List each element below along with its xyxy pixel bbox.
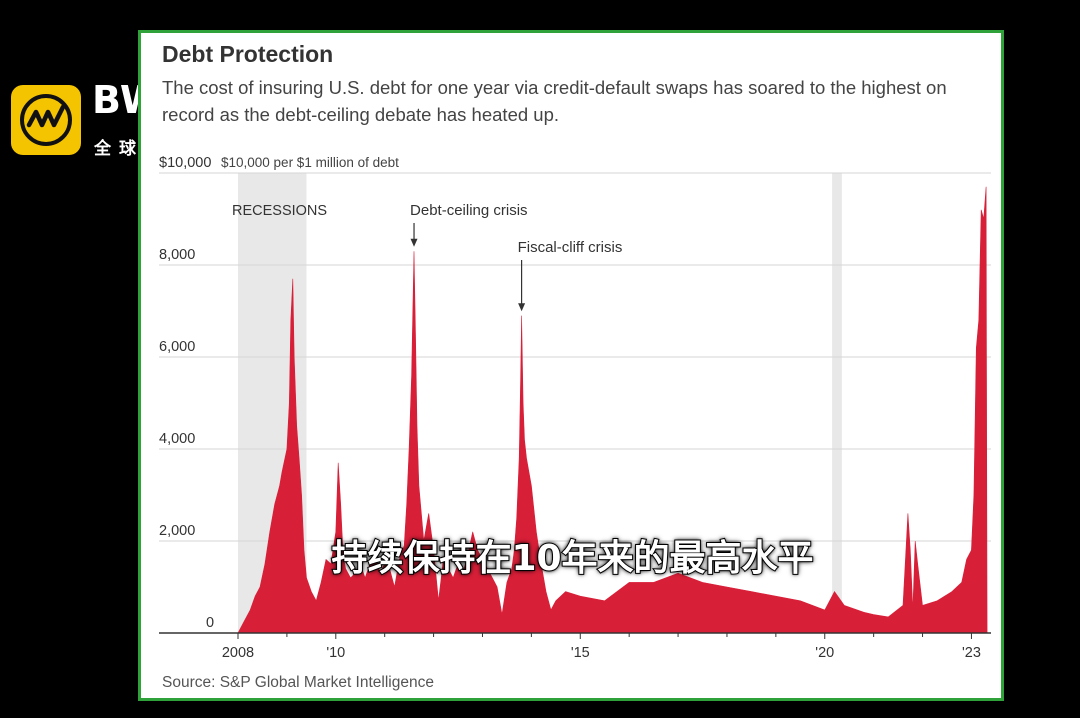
- annotation-arrow-head: [518, 303, 526, 312]
- chart-source: Source: S&P Global Market Intelligence: [162, 674, 434, 691]
- y-tick-label: 2,000: [159, 523, 195, 539]
- annotation-arrow-head: [410, 238, 418, 247]
- x-tick-label: 2008: [222, 645, 254, 661]
- y-tick-label: $10,000: [159, 155, 211, 171]
- chart-plot: RECESSIONS 0 2,000 4,000 6,000 8,000 $10,000 $1…: [159, 155, 991, 661]
- y-tick-label: 8,000: [159, 247, 195, 263]
- chart-subtitle: The cost of insuring U.S. debt for one y…: [162, 77, 947, 125]
- y-tick-label: 0: [206, 615, 214, 631]
- y-axis-label: $10,000 per $1 million of debt: [221, 155, 399, 170]
- chart-title: Debt Protection: [162, 41, 334, 67]
- series-area: [237, 186, 988, 634]
- x-tick-label: '23: [962, 645, 981, 661]
- recession-label: RECESSIONS: [232, 203, 327, 219]
- brand-logo: [11, 85, 81, 155]
- chart-panel: RECESSIONS 0 2,000 4,000 6,000 8,000 $10,000 $1…: [138, 30, 1004, 701]
- x-tick-label: '10: [326, 645, 345, 661]
- annotation-label: Debt-ceiling crisis: [410, 202, 528, 219]
- annotation-label: Fiscal-cliff crisis: [518, 239, 623, 256]
- recession-band: [832, 173, 842, 633]
- brand-logo-icon: [11, 85, 81, 155]
- brand-subtitle: 全球: [94, 139, 144, 159]
- y-tick-label: 6,000: [159, 339, 195, 355]
- video-caption: 持续保持在10年来的最高水平: [330, 537, 814, 580]
- x-tick-label: '20: [815, 645, 834, 661]
- x-tick-label: '15: [571, 645, 590, 661]
- y-tick-label: 4,000: [159, 431, 195, 447]
